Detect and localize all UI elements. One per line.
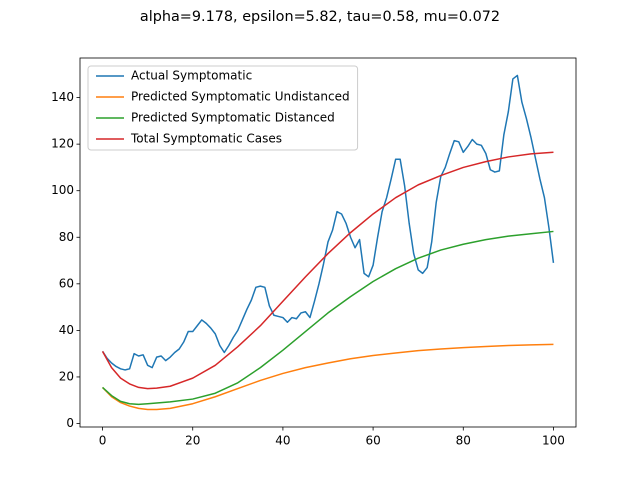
legend-box <box>87 65 359 151</box>
y-tick-label: 20 <box>59 369 74 383</box>
x-tick-label: 60 <box>365 434 380 448</box>
series-line <box>102 343 554 411</box>
x-tick-label: 40 <box>275 434 290 448</box>
legend: Actual Symptomatic Predicted Symptomatic … <box>87 65 359 151</box>
legend-label: Total Symptomatic Cases <box>130 132 282 146</box>
y-tick-label: 80 <box>59 230 74 244</box>
legend-label: Predicted Symptomatic Distanced <box>131 111 335 125</box>
y-tick-label: 120 <box>51 137 74 151</box>
y-tick-label: 0 <box>66 416 74 430</box>
x-tick-label: 20 <box>185 434 200 448</box>
series-line <box>101 74 555 371</box>
y-tick-label: 40 <box>59 323 74 337</box>
x-tick-label: 0 <box>99 434 107 448</box>
x-tick-label: 80 <box>456 434 471 448</box>
series-line <box>102 230 554 406</box>
axes-frame <box>79 57 577 428</box>
legend-label: Actual Symptomatic <box>131 69 252 83</box>
y-tick-label: 60 <box>59 276 74 290</box>
x-tick-label: 100 <box>542 434 565 448</box>
y-tick-label: 140 <box>51 90 74 104</box>
legend-label: Predicted Symptomatic Undistanced <box>131 90 350 104</box>
chart-title: alpha=9.178, epsilon=5.82, tau=0.58, mu=… <box>140 9 500 25</box>
y-tick-label: 100 <box>51 183 74 197</box>
series-line <box>101 151 554 390</box>
